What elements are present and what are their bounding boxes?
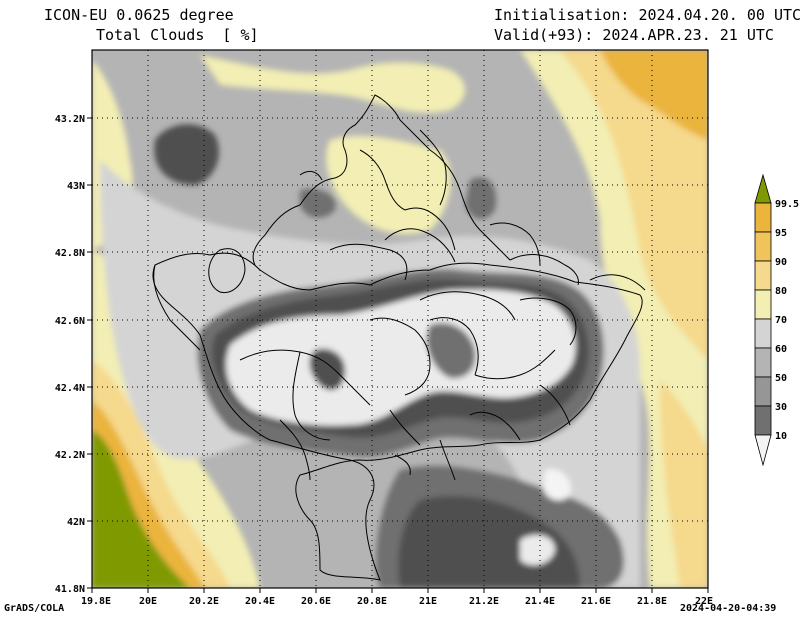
legend-label: 90 (775, 257, 787, 268)
district-d (239, 349, 371, 406)
legend-swatch (754, 260, 772, 291)
district-m (279, 419, 311, 481)
legend-label: 95 (775, 228, 787, 239)
cloud-zone-dark-north (465, 177, 497, 220)
generated-timestamp: 2024-04-20-04:39 (680, 603, 777, 614)
cloud-zone-north-pale (200, 55, 465, 113)
x-tick-label: 20.6E (301, 596, 331, 607)
y-tick-label: 42.2N (55, 450, 85, 461)
init-time: Initialisation: 2024.04.20. 00 UTC (494, 6, 800, 24)
cloud-zone-west-olive (92, 430, 190, 588)
district-n (394, 454, 411, 476)
legend-label: 80 (775, 286, 787, 297)
x-tick-label: 20.2E (189, 596, 219, 607)
cloud-zone-e-yellow (660, 380, 708, 588)
x-tick-label: 21.4E (525, 596, 555, 607)
district-w (439, 439, 456, 481)
y-tick-label: 43.2N (55, 114, 85, 125)
x-tick-label: 21.6E (581, 596, 611, 607)
district-o (469, 411, 521, 441)
x-tick-label: 21.8E (637, 596, 667, 607)
x-tick-label: 22E (695, 596, 713, 607)
x-tick-label: 20.4E (245, 596, 275, 607)
district-l (539, 384, 571, 426)
legend-swatch (754, 231, 772, 262)
legend-bottom-arrow (754, 434, 772, 467)
montenegro-border (153, 264, 201, 351)
cloud-zone-south-clear (520, 534, 555, 566)
legend-swatch (754, 347, 772, 378)
y-tick-label: 42.4N (55, 383, 85, 394)
y-tick-label: 42.6N (55, 316, 85, 327)
field-title: Total Clouds [ %] (96, 26, 259, 44)
legend-swatch (754, 318, 772, 349)
x-tick-label: 21.2E (469, 596, 499, 607)
cloud-zone-south-clear2 (543, 469, 571, 501)
kosovo-region-border (152, 252, 643, 581)
district-v (299, 170, 323, 181)
district-q (359, 149, 406, 211)
cloud-zone-center-yellow (326, 135, 451, 234)
legend-swatch (754, 376, 772, 407)
district-h (474, 349, 556, 380)
model-title: ICON-EU 0.0625 degree (44, 6, 234, 24)
legend-label: 50 (775, 373, 787, 384)
legend-label: 70 (775, 315, 787, 326)
district-r (404, 207, 456, 251)
district-c (384, 228, 456, 263)
legend-label: 10 (775, 431, 787, 442)
x-tick-label: 19.8E (81, 596, 111, 607)
x-tick-label: 20E (139, 596, 157, 607)
cloud-zone-ne-yellow (560, 50, 708, 360)
legend-label: 99.5 (775, 199, 799, 210)
legend-swatch (754, 289, 772, 320)
district-k (389, 409, 421, 446)
cloud-zone-dark-sw (300, 188, 336, 218)
district-s (589, 274, 646, 291)
district-a (208, 248, 246, 294)
plot-frame (91, 49, 709, 589)
legend-top-arrow (754, 173, 772, 204)
cloud-zone-core-dark-spot2 (426, 322, 476, 379)
district-g (429, 317, 479, 376)
legend-swatch (754, 405, 772, 436)
legend-label: 30 (775, 402, 787, 413)
y-tick-label: 42.8N (55, 248, 85, 259)
x-tick-label: 20.8E (357, 596, 387, 607)
legend-swatch (754, 202, 772, 233)
y-tick-label: 41.8N (55, 584, 85, 595)
y-tick-label: 43N (67, 181, 85, 192)
district-i (519, 297, 577, 346)
cloud-zone-core-dark-spot (309, 348, 345, 390)
axis-ticks (87, 117, 709, 593)
district-j (419, 291, 516, 321)
serbia-north-border (299, 94, 511, 261)
color-legend (754, 173, 772, 467)
x-tick-label: 21E (419, 596, 437, 607)
legend-label: 60 (775, 344, 787, 355)
district-e (292, 351, 331, 441)
district-f (369, 317, 431, 396)
cloud-zone-clear-core (226, 289, 576, 426)
credit-label: GrADS/COLA (4, 603, 65, 614)
district-t (509, 254, 579, 286)
district-b (329, 243, 408, 281)
cloud-field (92, 50, 708, 588)
admin-boundaries (152, 94, 646, 581)
district-u (489, 222, 541, 266)
district-p (419, 129, 447, 206)
cloud-zone-ne-orange (600, 50, 708, 140)
serbia-west-border (252, 204, 301, 266)
y-tick-label: 42N (67, 517, 85, 528)
valid-time: Valid(+93): 2024.APR.23. 21 UTC (494, 26, 774, 44)
cloud-zone-dark-nw (154, 124, 219, 185)
